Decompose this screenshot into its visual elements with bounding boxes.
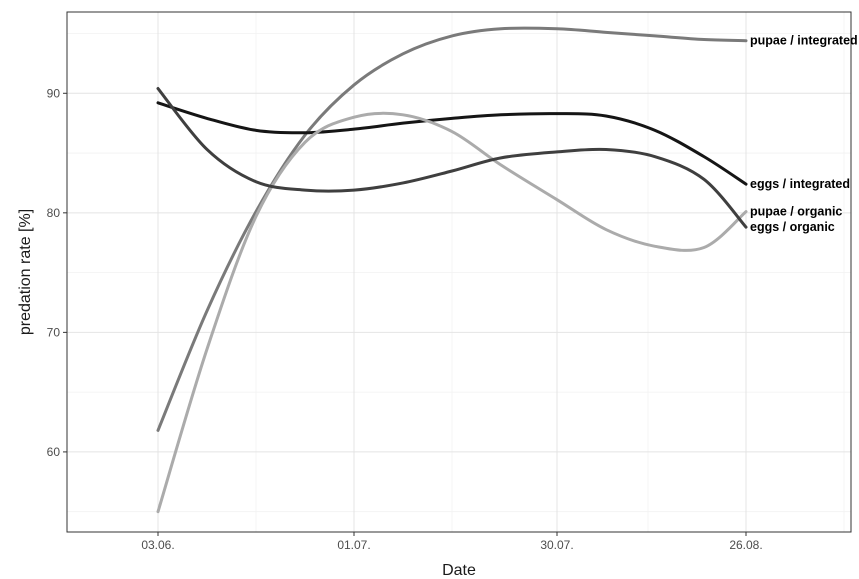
series-label-pupae-organic: pupae / organic [750, 205, 842, 219]
x-axis-title: Date [442, 562, 476, 579]
series-label-pupae-integrated: pupae / integrated [750, 34, 858, 48]
y-axis-ticks: 60 70 80 90 [47, 86, 67, 459]
x-tick-label: 01.07. [337, 538, 370, 552]
series-line-pupae-integrated [156, 26, 748, 432]
series-line-eggs-integrated [156, 101, 748, 186]
series-label-eggs-integrated: eggs / integrated [750, 177, 850, 191]
y-tick-label: 90 [47, 86, 61, 100]
series-line-pupae-organic [156, 111, 748, 514]
x-tick-label: 26.08. [729, 538, 762, 552]
plot-panel-border [66, 11, 852, 533]
x-tick-label: 03.06. [141, 538, 174, 552]
y-tick-label: 80 [47, 206, 61, 220]
y-axis-title: predation rate [%] [17, 209, 34, 335]
series-lines [156, 26, 748, 514]
series-labels: pupae / integrated eggs / integrated pupae… [750, 34, 858, 234]
major-gridlines [67, 12, 851, 532]
series-line-eggs-organic [156, 87, 748, 229]
x-tick-label: 30.07. [540, 538, 573, 552]
y-tick-label: 60 [47, 445, 61, 459]
series-label-eggs-organic: eggs / organic [750, 220, 835, 234]
x-axis-ticks: 03.06. 01.07. 30.07. 26.08. [141, 532, 763, 552]
y-tick-label: 70 [47, 325, 61, 339]
